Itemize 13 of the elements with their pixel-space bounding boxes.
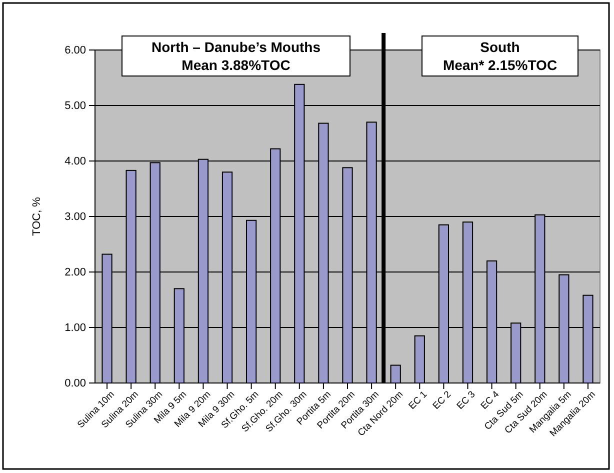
y-tick-label: 1.00 [64,322,86,334]
x-tick-label: EC 2 [430,389,454,412]
x-tick-label: EC 3 [454,389,478,412]
annotation: South Mean* 2.15%TOC [442,39,558,73]
y-tick-label: 0.00 [64,378,86,390]
y-tick-label: 3.00 [64,211,86,224]
y-tick-label: 6.00 [64,44,86,57]
y-tick-label: 4.00 [64,156,86,168]
annotation: North – Danube’s Mouths Mean 3.88%TOC [151,39,321,73]
x-tick-label: EC 1 [406,389,430,412]
y-tick-label: 2.00 [64,266,86,279]
y-tick-label: 5.00 [64,100,86,112]
y-axis-title: TOC, % [31,196,43,236]
